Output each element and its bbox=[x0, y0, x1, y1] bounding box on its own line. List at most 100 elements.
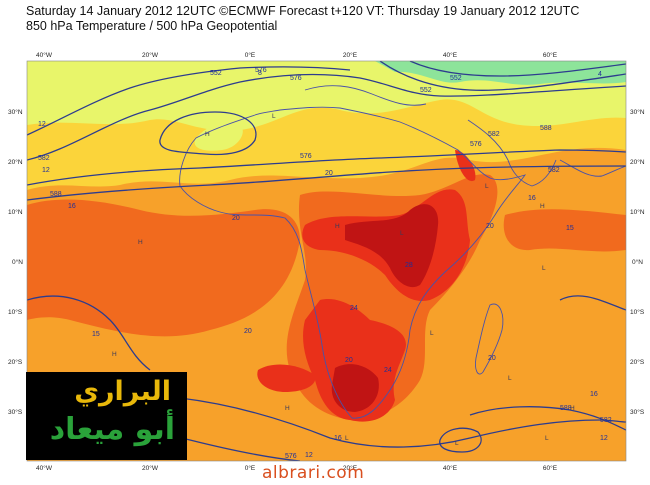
contour-label: 576 bbox=[255, 67, 267, 74]
low-pressure-marker: L bbox=[542, 265, 546, 272]
latitude-axis-right: 30°N 20°N 10°N 0°N 10°S 20°S 30°S bbox=[630, 108, 645, 416]
longitude-tick: 20°W bbox=[142, 464, 159, 472]
contour-label: 12 bbox=[38, 121, 46, 128]
contour-label: 16 bbox=[68, 203, 76, 210]
high-pressure-marker: H bbox=[540, 203, 545, 210]
low-pressure-marker: L bbox=[400, 230, 404, 237]
low-pressure-marker: L bbox=[455, 440, 459, 447]
contour-label: 20 bbox=[486, 223, 494, 230]
low-pressure-marker: L bbox=[508, 375, 512, 382]
low-pressure-marker: L bbox=[430, 330, 434, 337]
longitude-tick: 0°E bbox=[245, 464, 256, 472]
temperature-band-hot-ocean bbox=[503, 209, 626, 252]
longitude-tick: 40°W bbox=[36, 51, 53, 59]
geopotential-contour bbox=[159, 111, 257, 156]
longitude-tick: 20°E bbox=[343, 464, 358, 472]
site-watermark: albrari.com bbox=[262, 463, 365, 483]
latitude-tick: 20°N bbox=[8, 158, 23, 166]
contour-label: 582 bbox=[38, 155, 50, 162]
contour-label: 576 bbox=[290, 75, 302, 82]
temperature-band-very-hot-patch bbox=[257, 364, 316, 392]
contour-label: 12 bbox=[305, 452, 313, 459]
latitude-tick: 20°N bbox=[630, 158, 645, 166]
contour-label: 576 bbox=[285, 453, 297, 460]
mediterranean-outline bbox=[304, 85, 427, 106]
map-frame bbox=[26, 60, 627, 462]
temperature-band-very-hot-south bbox=[303, 299, 406, 422]
longitude-tick: 40°E bbox=[443, 51, 458, 59]
latitude-tick: 20°S bbox=[8, 358, 23, 366]
contour-label: 588 bbox=[540, 125, 552, 132]
longitude-tick: 60°E bbox=[543, 51, 558, 59]
latitude-tick: 30°S bbox=[630, 408, 645, 416]
latitude-tick: 0°N bbox=[632, 258, 643, 266]
contour-label: 20 bbox=[345, 357, 353, 364]
latitude-tick: 10°N bbox=[8, 208, 23, 216]
contour-label: 15 bbox=[92, 331, 100, 338]
forecast-subtitle: 850 hPa Temperature / 500 hPa Geopotenti… bbox=[26, 19, 278, 33]
temperature-band-cold bbox=[375, 61, 626, 85]
geopotential-contour bbox=[409, 61, 626, 77]
contour-label: 12 bbox=[42, 167, 50, 174]
coastlines bbox=[179, 85, 626, 419]
longitude-axis-bottom: 40°W 20°W 0°E 20°E 40°E 60°E bbox=[36, 464, 558, 472]
longitude-tick: 20°W bbox=[142, 51, 159, 59]
high-pressure-marker: H bbox=[112, 351, 117, 358]
latitude-axis-left: 30°N 20°N 10°N 0°N 10°S 20°S 30°S bbox=[8, 108, 23, 416]
pressure-markers: H L H L H L H L H L L H L H L L bbox=[112, 113, 575, 447]
geopotential-contour bbox=[469, 406, 626, 431]
latitude-tick: 30°S bbox=[8, 408, 23, 416]
temperature-cool-patch bbox=[194, 123, 243, 151]
india-outline bbox=[559, 159, 626, 177]
contour-label: 20 bbox=[488, 355, 496, 362]
temperature-band-hot-atlantic bbox=[27, 199, 300, 337]
temperature-band-very-hot-horn bbox=[455, 150, 476, 182]
longitude-tick: 40°W bbox=[36, 464, 53, 472]
geopotential-contour bbox=[27, 149, 626, 186]
contour-label: 8 bbox=[258, 70, 262, 77]
temperature-contour-labels: 12 16 20 12 15 20 24 20 20 16 15 20 24 2… bbox=[38, 70, 608, 459]
geopotential-contour bbox=[439, 427, 482, 453]
longitude-tick: 60°E bbox=[543, 464, 558, 472]
temperature-field bbox=[27, 61, 626, 461]
latitude-tick: 30°N bbox=[630, 108, 645, 116]
logo-text-albrari: البراري bbox=[74, 376, 171, 407]
contour-label: 552 bbox=[210, 70, 222, 77]
contour-label: 16 bbox=[528, 195, 536, 202]
contour-label: 28 bbox=[405, 262, 413, 269]
geopotential-contour bbox=[27, 165, 626, 201]
high-pressure-marker: H bbox=[138, 239, 143, 246]
contour-label: 576 bbox=[300, 153, 312, 160]
high-pressure-marker: H bbox=[205, 131, 210, 138]
contour-label: 20 bbox=[244, 328, 252, 335]
geopotential-contour bbox=[27, 66, 351, 136]
africa-outline bbox=[179, 106, 527, 419]
longitude-tick: 20°E bbox=[343, 51, 358, 59]
high-pressure-marker: H bbox=[335, 223, 340, 230]
low-pressure-marker: L bbox=[485, 183, 489, 190]
geopotential-contour-labels: 552 576 576 582 576 552 588 576 582 588 … bbox=[38, 67, 612, 460]
longitude-tick: 0°E bbox=[245, 51, 256, 59]
contour-label: 582 bbox=[548, 167, 560, 174]
arabia-outline bbox=[467, 119, 557, 187]
contour-label: 16 bbox=[590, 391, 598, 398]
geopotential-contour bbox=[559, 295, 626, 311]
contour-label: 24 bbox=[350, 305, 358, 312]
geopotential-contour bbox=[379, 61, 626, 91]
low-pressure-marker: L bbox=[545, 435, 549, 442]
logo-text-abu-mead: أبو ميعاد bbox=[49, 412, 175, 447]
contour-label: 20 bbox=[325, 170, 333, 177]
contour-label: 582 bbox=[488, 131, 500, 138]
contour-label: 552 bbox=[420, 87, 432, 94]
low-pressure-marker: L bbox=[345, 435, 349, 442]
geopotential-contour bbox=[27, 73, 626, 161]
contour-label: 582 bbox=[600, 417, 612, 424]
latitude-tick: 10°S bbox=[630, 308, 645, 316]
forecast-title: Saturday 14 January 2012 12UTC ©ECMWF Fo… bbox=[26, 4, 580, 18]
temperature-band-extreme-south bbox=[331, 364, 379, 412]
geopotential-contour bbox=[27, 295, 151, 371]
contour-label: 20 bbox=[232, 215, 240, 222]
contour-label: 24 bbox=[384, 367, 392, 374]
chart-header: Saturday 14 January 2012 12UTC ©ECMWF Fo… bbox=[26, 4, 579, 34]
